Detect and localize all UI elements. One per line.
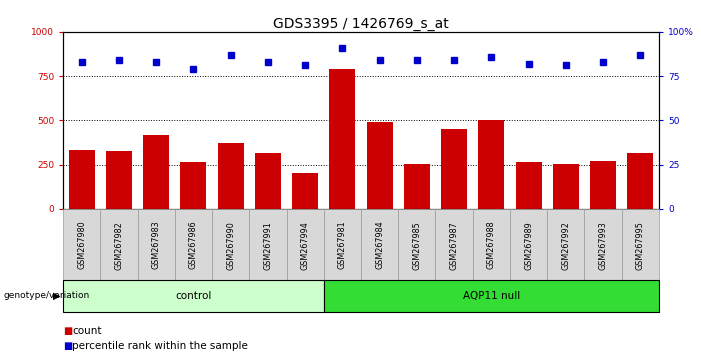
Text: GSM267990: GSM267990 bbox=[226, 221, 235, 269]
Text: GSM267991: GSM267991 bbox=[264, 221, 273, 269]
Bar bbox=[478, 120, 505, 209]
Text: GSM267995: GSM267995 bbox=[636, 221, 645, 270]
Text: ■: ■ bbox=[63, 326, 72, 336]
Bar bbox=[590, 161, 616, 209]
Bar bbox=[627, 153, 653, 209]
Text: GSM267994: GSM267994 bbox=[301, 221, 310, 269]
Text: GSM267987: GSM267987 bbox=[449, 221, 458, 269]
Bar bbox=[69, 150, 95, 209]
Bar bbox=[106, 152, 132, 209]
Text: GSM267989: GSM267989 bbox=[524, 221, 533, 269]
Text: ▶: ▶ bbox=[53, 291, 60, 301]
Text: percentile rank within the sample: percentile rank within the sample bbox=[72, 341, 248, 351]
Text: GSM267992: GSM267992 bbox=[562, 221, 571, 270]
Bar bbox=[255, 153, 281, 209]
Text: ■: ■ bbox=[63, 341, 72, 351]
Text: GSM267986: GSM267986 bbox=[189, 221, 198, 269]
Bar bbox=[143, 135, 169, 209]
Text: GSM267982: GSM267982 bbox=[114, 221, 123, 269]
Bar bbox=[217, 143, 244, 209]
Text: AQP11 null: AQP11 null bbox=[463, 291, 520, 301]
Bar bbox=[515, 162, 542, 209]
Bar bbox=[180, 162, 207, 209]
Text: GSM267988: GSM267988 bbox=[487, 221, 496, 269]
Bar bbox=[292, 173, 318, 209]
Title: GDS3395 / 1426769_s_at: GDS3395 / 1426769_s_at bbox=[273, 17, 449, 31]
Text: count: count bbox=[72, 326, 102, 336]
Bar bbox=[367, 122, 393, 209]
Text: genotype/variation: genotype/variation bbox=[4, 291, 90, 300]
Text: GSM267981: GSM267981 bbox=[338, 221, 347, 269]
Text: GSM267993: GSM267993 bbox=[599, 221, 608, 269]
Text: GSM267984: GSM267984 bbox=[375, 221, 384, 269]
Text: control: control bbox=[175, 291, 212, 301]
Bar bbox=[329, 69, 355, 209]
Text: GSM267985: GSM267985 bbox=[412, 221, 421, 269]
Bar bbox=[441, 129, 467, 209]
Bar bbox=[553, 164, 579, 209]
Bar bbox=[404, 164, 430, 209]
Text: GSM267983: GSM267983 bbox=[151, 221, 161, 269]
Text: GSM267980: GSM267980 bbox=[77, 221, 86, 269]
